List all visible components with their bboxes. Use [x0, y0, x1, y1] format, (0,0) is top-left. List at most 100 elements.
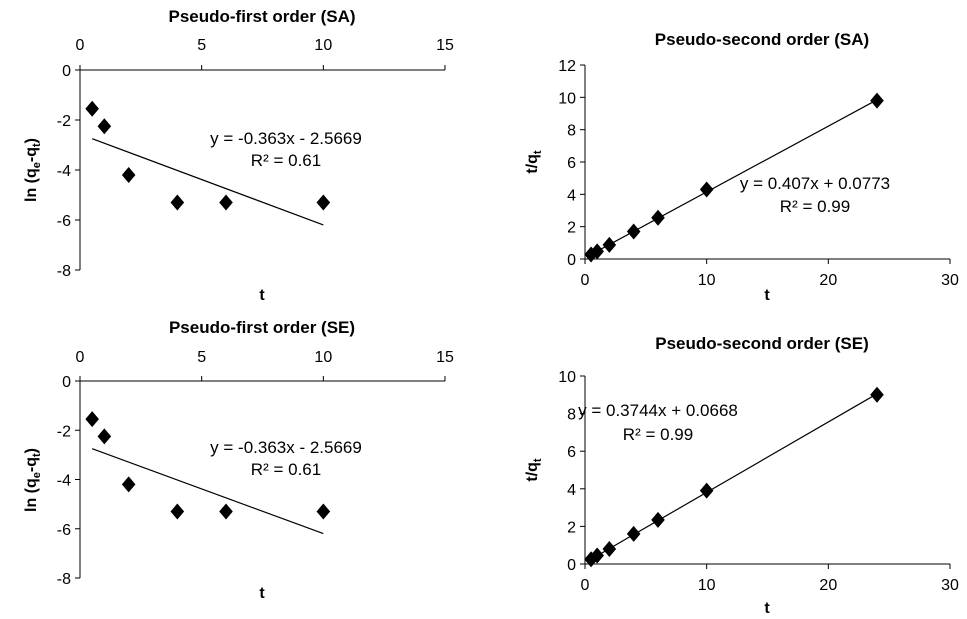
x-tick-label: 30: [941, 272, 959, 289]
data-point: [170, 194, 185, 211]
y-axis-title-part: -q: [23, 457, 40, 472]
chart-title: Pseudo-first order (SE): [169, 318, 355, 337]
x-tick-label: 20: [819, 577, 837, 594]
y-axis-title: ln (qe-qt): [23, 448, 43, 512]
y-tick-label: 0: [567, 557, 576, 574]
x-axis-title: t: [259, 287, 265, 304]
y-axis-title: t/qt: [524, 150, 544, 174]
y-tick-label: -2: [57, 423, 71, 440]
chart-pso_sa: Pseudo-second order (SA) 0 10 20 30 0 2 4 6 8 10 12…: [524, 30, 959, 304]
y-tick-label: 6: [567, 444, 576, 461]
x-tick-label: 10: [698, 272, 716, 289]
data-point: [626, 525, 641, 542]
y-axis-title-subscript: t: [532, 150, 544, 154]
data-point: [219, 194, 233, 211]
data-point: [870, 92, 884, 109]
y-axis-title-subscript: t: [31, 453, 43, 457]
y-tick-label: 0: [567, 252, 576, 269]
r-squared-label: R² = 0.99: [780, 197, 850, 216]
y-tick-label: 0: [62, 374, 71, 391]
y-axis-title: t/qt: [524, 458, 544, 482]
y-tick-label: 12: [558, 58, 576, 75]
x-tick-label: 10: [314, 37, 332, 54]
y-tick-label: 8: [567, 123, 576, 140]
y-axis-title-part: ): [23, 138, 40, 143]
y-axis-title-part: ln (q: [23, 168, 40, 202]
y-axis-title-part: t/q: [524, 462, 541, 482]
y-axis-title-subscript: e: [31, 472, 43, 478]
y-tick-label: 2: [567, 519, 576, 536]
data-point: [121, 167, 136, 183]
r-squared-label: R² = 0.61: [251, 151, 321, 170]
y-tick-label: -2: [57, 113, 71, 130]
y-axis-title-part: ): [23, 448, 40, 453]
data-point: [85, 100, 99, 117]
data-point: [316, 194, 331, 211]
data-point: [699, 482, 714, 499]
y-axis-title-part: -q: [23, 147, 40, 162]
r-squared-label: R² = 0.99: [623, 425, 693, 444]
data-point: [97, 118, 112, 135]
data-point: [219, 503, 233, 520]
x-tick-label: 10: [698, 577, 716, 594]
chart-pfo_sa: Pseudo-first order (SA)0 5 10 150-2-4-6-8tl…: [23, 7, 454, 304]
y-axis-title-subscript: e: [31, 162, 43, 168]
x-tick-label: 30: [941, 577, 959, 594]
y-axis-title-subscript: t: [31, 143, 43, 147]
chart-title: Pseudo-second order (SA): [655, 30, 869, 49]
y-tick-label: -4: [57, 473, 71, 490]
x-tick-label: 15: [436, 349, 454, 366]
x-tick-label: 0: [76, 349, 85, 366]
x-tick-label: 5: [197, 349, 206, 366]
data-point: [870, 386, 884, 403]
x-tick-label: 0: [76, 37, 85, 54]
data-point: [85, 411, 99, 428]
trendline: [590, 393, 878, 560]
y-tick-label: 2: [567, 220, 576, 237]
y-tick-label: -4: [57, 163, 71, 180]
x-axis-title: t: [764, 600, 770, 617]
x-tick-label: 0: [581, 272, 590, 289]
data-point: [651, 209, 665, 226]
trendline: [91, 138, 324, 226]
y-tick-label: 4: [567, 187, 576, 204]
y-tick-label: 10: [558, 369, 576, 386]
trendline-equation: y = -0.363x - 2.5669: [210, 438, 362, 457]
data-point: [602, 236, 617, 253]
trendline-equation: y = -0.363x - 2.5669: [210, 129, 362, 148]
data-point: [590, 547, 604, 564]
trendline: [91, 448, 324, 535]
x-tick-label: 0: [581, 577, 590, 594]
data-point: [626, 223, 641, 240]
x-axis-title: t: [259, 585, 265, 602]
y-tick-label: -8: [57, 571, 71, 588]
y-axis-title: ln (qe-qt): [23, 138, 43, 202]
x-tick-label: 20: [819, 272, 837, 289]
r-squared-label: R² = 0.61: [251, 460, 321, 479]
data-point: [651, 511, 665, 528]
chart-title: Pseudo-first order (SA): [168, 7, 355, 26]
data-point: [602, 540, 617, 557]
trendline: [590, 99, 878, 255]
y-tick-label: -6: [57, 522, 71, 539]
data-point: [316, 503, 331, 520]
y-axis-title-part: t/q: [524, 154, 541, 174]
y-axis-title-part: ln (q: [23, 478, 40, 512]
y-tick-label: 8: [567, 407, 576, 424]
x-tick-label: 5: [197, 37, 206, 54]
data-point: [590, 243, 604, 260]
x-tick-label: 15: [436, 37, 454, 54]
chart-title: Pseudo-second order (SE): [655, 334, 868, 353]
y-tick-label: -6: [57, 213, 71, 230]
y-tick-label: 0: [62, 63, 71, 80]
chart-pfo_se: Pseudo-first order (SE)0 5 10 150-2-4-6-8tl…: [23, 318, 454, 602]
data-point: [170, 503, 185, 520]
x-tick-label: 10: [314, 349, 332, 366]
x-axis-title: t: [764, 287, 770, 304]
y-tick-label: -8: [57, 263, 71, 280]
data-point: [699, 181, 714, 198]
y-tick-label: 10: [558, 90, 576, 107]
data-point: [121, 476, 136, 493]
y-tick-label: 6: [567, 155, 576, 172]
